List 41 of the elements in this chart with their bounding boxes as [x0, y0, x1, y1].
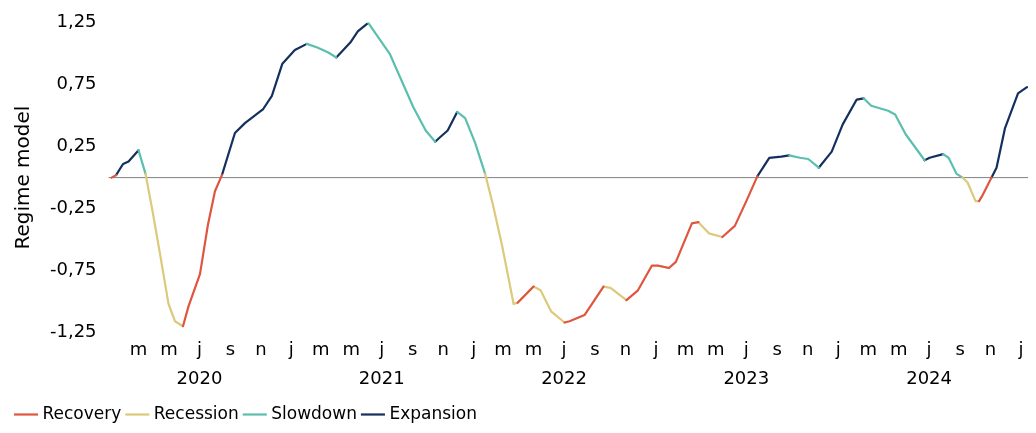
legend-label: Slowdown: [271, 402, 357, 423]
x-tick-label: j: [1017, 338, 1024, 360]
y-tick-label: 0,25: [56, 134, 97, 156]
x-tick-label: m: [312, 338, 330, 360]
x-tick-label: m: [859, 338, 877, 360]
x-tick-label: m: [342, 338, 361, 360]
x-tick-label: m: [160, 338, 178, 360]
x-tick-label: j: [470, 338, 477, 360]
legend-label: Expansion: [389, 402, 477, 423]
x-tick-label: m: [676, 338, 695, 360]
x-tick-label: s: [772, 338, 782, 360]
x-tick-label: s: [408, 338, 418, 360]
x-tick-label: j: [652, 338, 659, 360]
x-tick-label: n: [437, 338, 449, 360]
x-tick-label: j 2022: [541, 338, 587, 389]
x-tick-label: s: [955, 338, 965, 360]
x-tick-label: n: [255, 338, 267, 360]
x-tick-label: j: [287, 338, 294, 360]
y-tick-label: -0,75: [50, 258, 97, 280]
legend-label: Recovery: [42, 402, 122, 423]
x-tick-label: m: [707, 338, 725, 360]
x-tick-label: j 2024: [906, 338, 953, 389]
x-tick-label: n: [619, 338, 632, 360]
x-tick-label: m: [889, 338, 908, 360]
x-tick-label: j 2021: [358, 338, 405, 389]
x-tick-label: m: [524, 338, 543, 360]
y-tick-label: -0,25: [50, 196, 97, 218]
x-tick-label: j: [834, 338, 841, 360]
x-tick-label: n: [802, 338, 814, 360]
x-tick-label: j 2020: [176, 338, 223, 389]
x-tick-label: n: [984, 338, 997, 360]
x-tick-label: s: [590, 338, 600, 360]
x-tick-label: s: [225, 338, 236, 360]
y-tick-label: 1,25: [56, 10, 97, 32]
legend-label: Recession: [153, 402, 239, 423]
y-axis-title: Regime model: [10, 105, 35, 250]
y-tick-label: -1,25: [50, 320, 97, 342]
x-tick-label: m: [129, 338, 148, 360]
y-tick-label: 0,75: [56, 72, 97, 94]
x-tick-label: j 2023: [723, 338, 770, 389]
x-tick-label: m: [494, 338, 512, 360]
